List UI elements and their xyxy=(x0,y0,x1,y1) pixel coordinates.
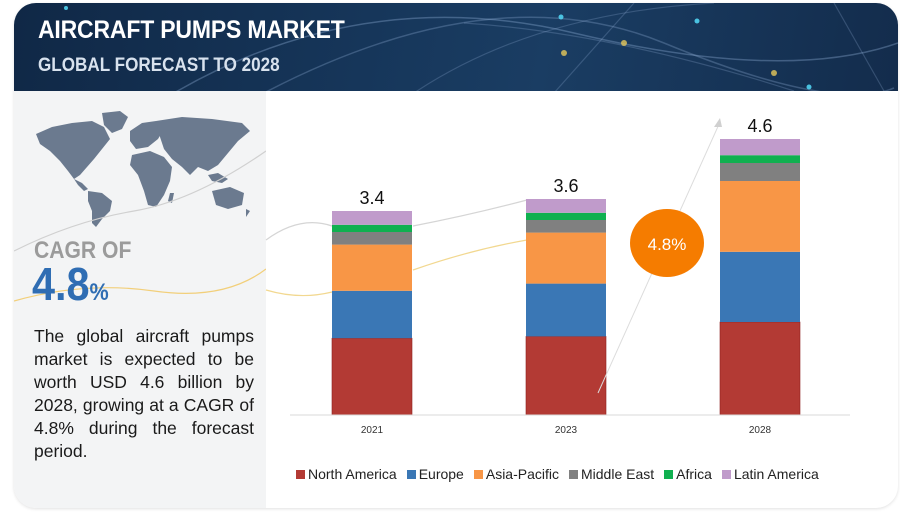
bar-segment-north-america-2021 xyxy=(331,337,413,416)
legend-item-latin-america: Latin America xyxy=(721,466,819,482)
bar-segment-middle-east-2021 xyxy=(332,232,412,245)
x-tick-label-2021: 2021 xyxy=(361,425,384,436)
legend-item-north-america: North America xyxy=(296,466,397,482)
total-label-2021: 3.4 xyxy=(359,188,384,208)
x-tick-label-2028: 2028 xyxy=(749,425,772,436)
bar-segment-middle-east-2023 xyxy=(526,220,606,233)
legend-label: North America xyxy=(308,466,397,482)
cagr-number: 4.8 xyxy=(32,258,90,310)
legend-label: Asia-Pacific xyxy=(485,466,559,482)
page-subtitle: GLOBAL FORECAST TO 2028 xyxy=(38,55,280,76)
bar-segment-latin-america-2023 xyxy=(526,199,606,213)
total-label-2028: 4.6 xyxy=(747,116,772,136)
decorative-curve-gray xyxy=(265,199,528,241)
growth-arrow-head-icon xyxy=(714,118,722,127)
legend-label: Latin America xyxy=(733,466,819,482)
cagr-value: 4.8% xyxy=(32,261,109,307)
legend-swatch xyxy=(406,469,416,479)
legend-swatch xyxy=(473,469,483,479)
total-label-2023: 3.6 xyxy=(553,176,578,196)
market-description: The global aircraft pumps market is expe… xyxy=(34,326,254,461)
legend-item-middle-east: Middle East xyxy=(569,466,654,482)
bar-segment-africa-2028 xyxy=(720,155,800,163)
header-banner: AIRCRAFT PUMPS MARKET GLOBAL FORECAST TO… xyxy=(14,3,898,91)
x-tick-label-2023: 2023 xyxy=(555,425,578,436)
bar-segment-asia-pacific-2028 xyxy=(720,181,800,252)
legend-swatch xyxy=(569,469,578,479)
bar-segment-asia-pacific-2023 xyxy=(526,232,606,284)
bar-segment-europe-2023 xyxy=(526,283,606,337)
legend-item-asia-pacific: Asia-Pacific xyxy=(473,466,559,482)
legend-item-europe: Europe xyxy=(406,466,464,482)
page-title: AIRCRAFT PUMPS MARKET xyxy=(38,16,345,44)
legend-swatch xyxy=(296,469,305,479)
legend-label: Middle East xyxy=(581,466,655,482)
bar-segment-europe-2028 xyxy=(720,251,800,322)
legend-swatch xyxy=(721,469,731,479)
world-map-icon xyxy=(36,111,250,227)
decorative-curves xyxy=(14,150,266,302)
chart-legend: North America Europe Asia-Pacific Middle Ea… xyxy=(296,466,819,482)
legend-label: Africa xyxy=(676,466,712,482)
bar-segment-latin-america-2021 xyxy=(332,211,412,225)
bar-segment-north-america-2028 xyxy=(719,321,801,416)
cagr-label: CAGR OF xyxy=(34,237,132,264)
legend-label: Europe xyxy=(418,466,464,482)
decorative-curve-yellow xyxy=(265,239,528,297)
cagr-badge-label: 4.8% xyxy=(648,235,687,254)
bar-segment-middle-east-2028 xyxy=(720,163,800,181)
legend-item-africa: Africa xyxy=(664,466,712,482)
summary-panel: CAGR OF 4.8% The global aircraft pumps m… xyxy=(14,91,266,508)
cagr-unit: % xyxy=(89,279,109,306)
bar-segment-europe-2021 xyxy=(332,290,412,339)
bar-segment-north-america-2023 xyxy=(525,336,607,416)
cagr-badge xyxy=(630,209,704,277)
legend-swatch xyxy=(664,469,674,479)
bar-segment-asia-pacific-2021 xyxy=(332,244,412,291)
bar-segment-africa-2023 xyxy=(526,212,606,220)
bar-segment-africa-2021 xyxy=(332,224,412,232)
header-background-decoration xyxy=(64,3,898,91)
bar-segment-latin-america-2028 xyxy=(720,139,800,156)
